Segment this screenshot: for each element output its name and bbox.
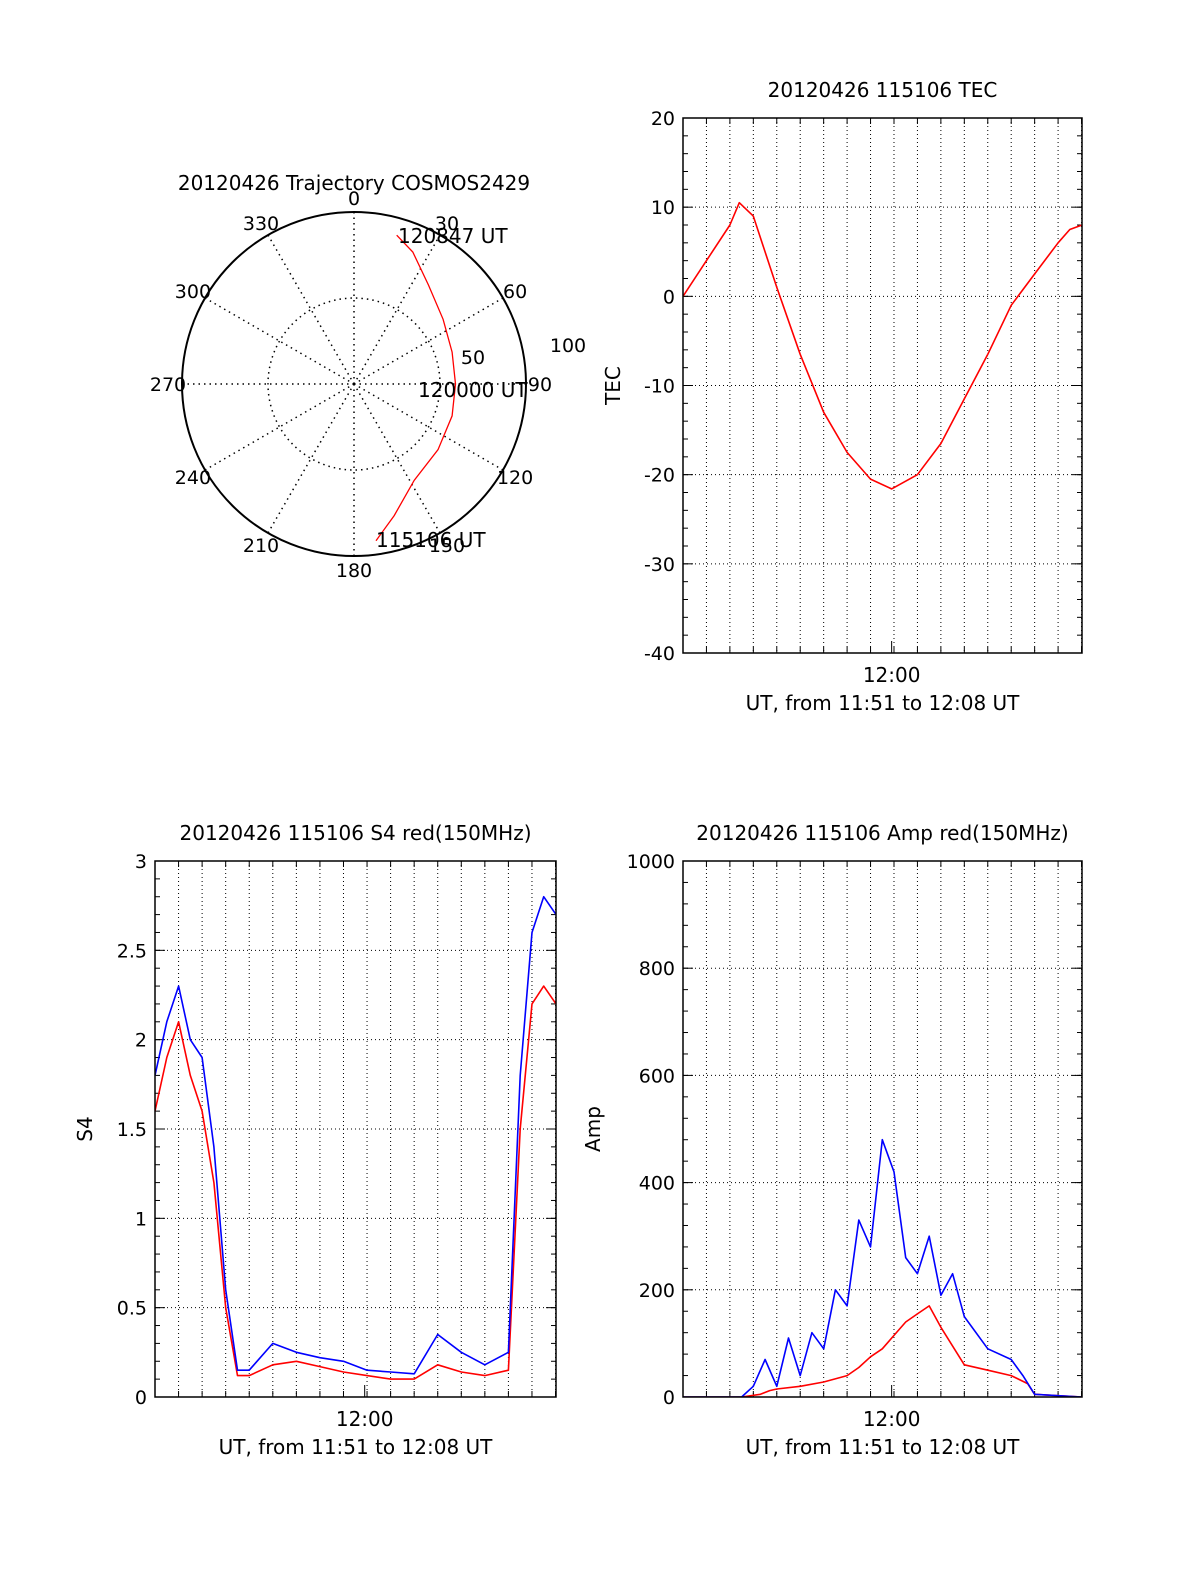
x-tick-label: 12:00 [336,1407,394,1431]
polar-time-label-start: 115106 UT [376,528,486,552]
s4-panel: 20120426 115106 S4 red(150MHz) 3 2.5 2 1.5 1 0… [73,821,557,1459]
series-line-red [155,985,556,1380]
x-tick-label: 12:00 [863,1407,921,1431]
y-tick-label: 1.5 [117,1119,147,1141]
y-tick-label: 1 [135,1208,147,1230]
y-axis-label: Amp [581,1106,605,1152]
x-axis-label: UT, from 11:51 to 12:08 UT [746,691,1021,715]
tec-panel: 20120426 115106 TEC 20 10 0 -10 -20 -30 -40 12:0… [601,78,1083,715]
series-line-red [683,201,1082,490]
polar-spoke-300 [204,297,355,385]
polar-azimuth-label-120: 120 [497,467,533,489]
polar-azimuth-label-240: 240 [175,467,211,489]
polar-trajectory-plot: 20120426 Trajectory COSMOS2429 030609012… [150,171,586,582]
y-tick-label: 20 [651,108,675,130]
y-tick-label: 200 [639,1280,675,1302]
y-tick-label: 2 [135,1030,147,1052]
polar-ring-50 [267,297,441,471]
series-group [683,1138,1082,1397]
polar-azimuth-label-90: 90 [528,374,552,396]
y-tick-label: 0.5 [117,1298,147,1320]
polar-time-label-end: 120847 UT [398,224,508,248]
polar-azimuth-label-180: 180 [336,560,372,582]
polar-radius-label-100: 100 [550,335,586,357]
polar-spoke-330 [267,234,355,385]
plot-frame [154,860,557,1398]
y-tick-label: 1000 [627,851,675,873]
polar-azimuth-label-270: 270 [150,374,186,396]
polar-spoke-240 [204,383,355,471]
plot-frame [682,117,1083,654]
y-tick-label: 600 [639,1065,675,1087]
y-tick-label: -20 [644,465,675,487]
y-tick-label: 0 [135,1387,147,1409]
x-axis-label: UT, from 11:51 to 12:08 UT [219,1435,494,1459]
polar-title: 20120426 Trajectory COSMOS2429 [178,171,530,195]
chart-title: 20120426 115106 Amp red(150MHz) [696,821,1068,845]
y-tick-label: 2.5 [117,940,147,962]
y-tick-label: 10 [651,197,675,219]
amp-panel: 20120426 115106 Amp red(150MHz) 1000 800 60… [581,821,1083,1459]
series-line-blue [683,1138,1082,1397]
plot-frame [682,860,1083,1398]
polar-spoke-120 [353,383,504,471]
polar-azimuth-label-330: 330 [243,213,279,235]
polar-azimuth-label-300: 300 [175,281,211,303]
series-line-blue [155,895,556,1375]
polar-spoke-30 [353,234,441,385]
x-tick-label: 12:00 [863,663,921,687]
polar-trajectory-trace [375,234,457,542]
y-axis-label: TEC [601,366,625,406]
y-tick-label: 0 [663,286,675,308]
series-group [155,895,556,1380]
polar-azimuth-label-60: 60 [503,281,527,303]
polar-spoke-60 [353,297,504,385]
polar-azimuth-label-30: 30 [435,213,459,235]
chart-title: 20120426 115106 S4 red(150MHz) [180,821,532,845]
y-tick-label: 0 [663,1387,675,1409]
y-tick-label: -40 [644,643,675,665]
polar-spoke-210 [267,383,355,534]
y-tick-label: -30 [644,554,675,576]
polar-time-label-middle: 120000 UT [418,378,528,402]
polar-radius-label-50: 50 [461,347,485,369]
y-tick-label: 400 [639,1173,675,1195]
polar-outer-ring [181,211,527,557]
polar-azimuth-label-150: 150 [429,535,465,557]
polar-azimuth-label-210: 210 [243,535,279,557]
y-tick-label: 800 [639,958,675,980]
y-tick-label: 3 [135,851,147,873]
x-axis-label: UT, from 11:51 to 12:08 UT [746,1435,1021,1459]
polar-azimuth-labels: 0 30 60 90 120 150 180 210 240 270 300 330 [150,188,552,582]
series-group [683,201,1082,490]
y-tick-label: -10 [644,376,675,398]
polar-grid [181,211,527,557]
polar-azimuth-label-0: 0 [348,188,360,210]
polar-trajectory-line [375,234,457,542]
series-line-red [683,1305,1082,1397]
polar-spoke-150 [353,383,441,534]
y-axis-label: S4 [73,1116,97,1141]
chart-title: 20120426 115106 TEC [768,78,998,102]
